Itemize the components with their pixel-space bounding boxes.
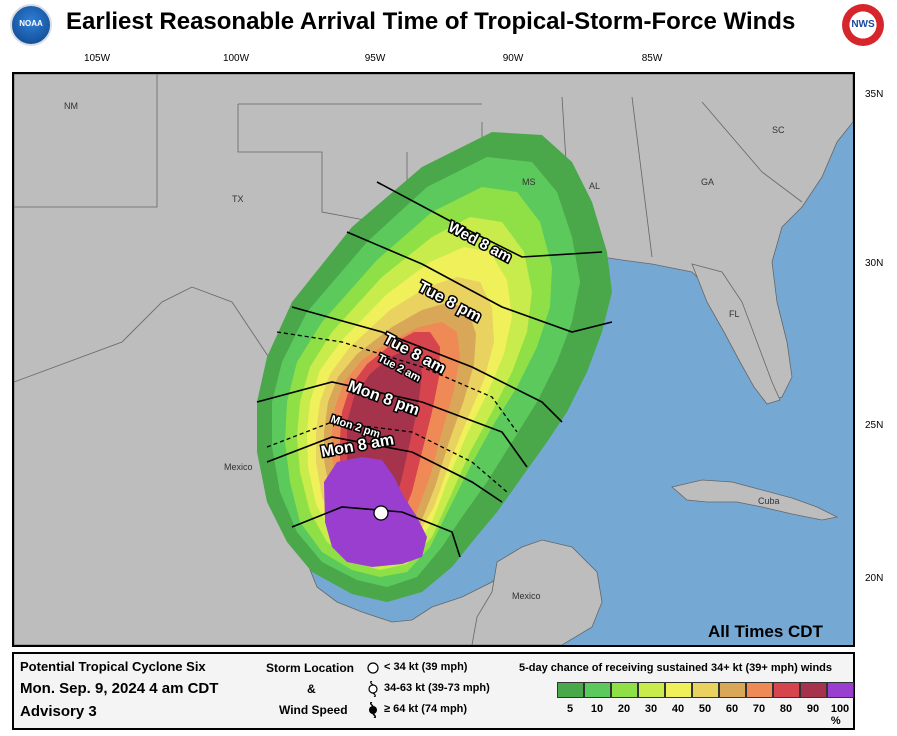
longitude-label: 95W	[364, 53, 386, 64]
probability-tick-label: 40	[671, 703, 685, 715]
probability-swatch	[638, 682, 665, 698]
advisory-number: Advisory 3	[20, 703, 97, 720]
latitude-label: 35N	[865, 89, 884, 100]
page-title: Earliest Reasonable Arrival Time of Trop…	[66, 8, 796, 35]
land-florida	[691, 263, 781, 405]
wind-speed-label: Wind Speed	[279, 703, 348, 717]
all-times-note: All Times CDT	[708, 622, 823, 641]
latitude-label: 25N	[865, 420, 884, 431]
probability-legend-title: 5-day chance of receiving sustained 34+ …	[519, 662, 832, 674]
probability-swatch	[557, 682, 584, 698]
noaa-logo: NOAA	[10, 4, 52, 46]
probability-tick-label: 50	[698, 703, 712, 715]
advisory-name: Potential Tropical Cyclone Six	[20, 659, 206, 674]
isochrones	[256, 181, 613, 558]
longitude-label: 85W	[641, 53, 663, 64]
probability-tick-label: 90	[806, 703, 820, 715]
probability-swatch	[584, 682, 611, 698]
region-label: MS	[522, 177, 536, 187]
probability-tick-label: 30	[644, 703, 658, 715]
map: NM TX Mexico MS AL GA SC FL Cuba Mexico …	[12, 72, 855, 647]
region-label: AL	[589, 181, 600, 191]
storm-location-marker	[373, 505, 389, 521]
storm-symbol-low-icon	[367, 662, 379, 674]
region-labels: NM TX Mexico MS AL GA SC FL Cuba Mexico	[64, 101, 785, 601]
region-label: Mexico	[224, 462, 253, 472]
noaa-logo-text: NOAA	[19, 19, 43, 28]
probability-tick-label: 20	[617, 703, 631, 715]
latitude-label: 20N	[865, 573, 884, 584]
isochrones-dashed	[266, 331, 518, 493]
longitude-label: 100W	[222, 53, 250, 64]
storm-symbol-tropical-label: 34-63 kt (39-73 mph)	[384, 682, 490, 694]
region-label: Mexico	[512, 591, 541, 601]
ampersand-label: &	[307, 682, 316, 696]
nws-logo-text: NWS	[851, 19, 875, 30]
probability-swatch	[800, 682, 827, 698]
probability-swatch	[719, 682, 746, 698]
probability-swatch	[611, 682, 638, 698]
latitude-label: 30N	[865, 258, 884, 269]
region-label: TX	[232, 194, 244, 204]
region-label: GA	[701, 177, 714, 187]
storm-symbol-low-label: < 34 kt (39 mph)	[384, 661, 468, 673]
region-label: SC	[772, 125, 785, 135]
storm-symbol-hurricane-label: ≥ 64 kt (74 mph)	[384, 703, 468, 715]
probability-swatch	[665, 682, 692, 698]
probability-swatch	[692, 682, 719, 698]
advisory-time: Mon. Sep. 9, 2024 4 am CDT	[20, 680, 219, 697]
probability-swath	[257, 132, 612, 602]
region-label: Cuba	[758, 496, 780, 506]
nws-logo: NWS	[842, 4, 884, 46]
probability-tick-label: 60	[725, 703, 739, 715]
storm-symbol-tropical-icon	[368, 681, 378, 697]
storm-symbol-hurricane-icon	[369, 702, 377, 718]
header: NOAA Earliest Reasonable Arrival Time of…	[0, 0, 897, 50]
land-yucatan	[471, 539, 603, 645]
probability-tick-label: 70	[752, 703, 766, 715]
probability-swatch	[773, 682, 800, 698]
longitude-label: 90W	[502, 53, 524, 64]
region-label: NM	[64, 101, 78, 111]
storm-location-label: Storm Location	[266, 661, 355, 675]
region-label: FL	[729, 309, 740, 319]
probability-tick-label: 10	[590, 703, 604, 715]
legend: Potential Tropical Cyclone Six Mon. Sep.…	[12, 652, 855, 730]
probability-tick-label: 80	[779, 703, 793, 715]
probability-swatches	[557, 682, 854, 698]
probability-swatch	[827, 682, 854, 698]
probability-swatch	[746, 682, 773, 698]
longitude-label: 105W	[83, 53, 111, 64]
land-cuba	[671, 479, 839, 521]
map-svg: NM TX Mexico MS AL GA SC FL Cuba Mexico …	[14, 74, 853, 645]
probability-tick-label: 100 %	[830, 703, 850, 727]
probability-tick-label: 5	[566, 703, 574, 715]
